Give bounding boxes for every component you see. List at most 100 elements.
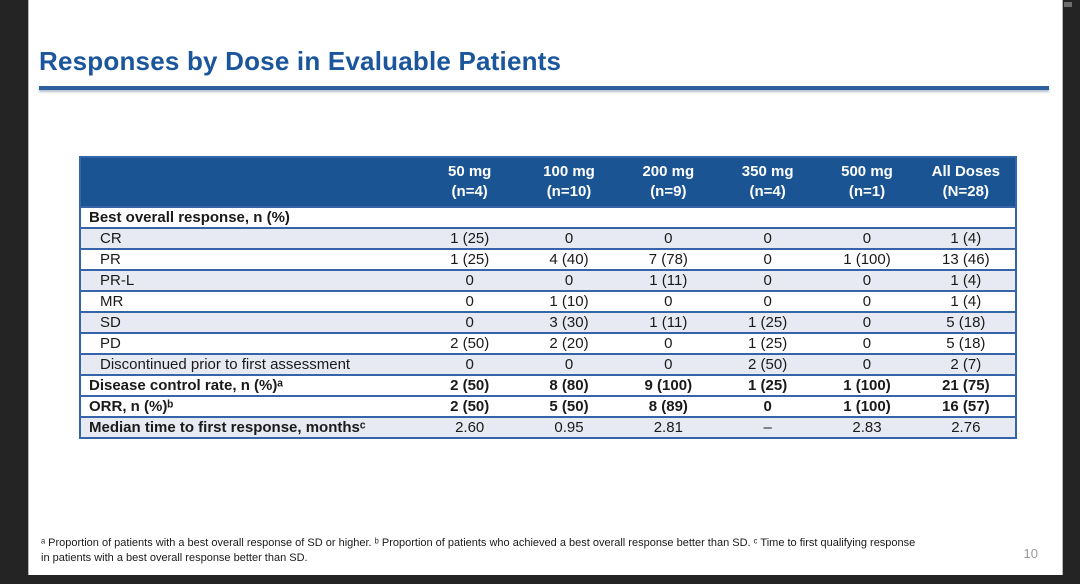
table-cell: 0	[420, 290, 520, 312]
row-label: Discontinued prior to first assessment	[80, 353, 420, 375]
table-row: CR 1 (25) 0 0 0 0 1 (4)	[80, 227, 1016, 249]
table-cell: 0	[618, 290, 718, 312]
table-row: Disease control rate, n (%)ᵃ 2 (50) 8 (80)…	[80, 374, 1016, 396]
viewer-corner-artifact	[1064, 2, 1072, 7]
table-cell: 0.95	[519, 416, 619, 438]
table-cell: 2 (50)	[420, 395, 520, 417]
table-cell: 1 (4)	[916, 290, 1016, 312]
table-cell: 2.60	[420, 416, 520, 438]
table-cell	[420, 206, 520, 228]
dose-table: 50 mg (n=4) 100 mg (n=10) 200 mg (n=9) 350 …	[79, 156, 1017, 439]
row-label: PR	[80, 248, 420, 270]
table-cell: 1 (11)	[618, 311, 718, 333]
column-header: All Doses (N=28)	[916, 157, 1016, 207]
table-cell: 1 (4)	[916, 269, 1016, 291]
table-cell: 1 (25)	[717, 332, 818, 354]
header-row: 50 mg (n=4) 100 mg (n=10) 200 mg (n=9) 350 …	[80, 157, 1016, 207]
table-cell: 1 (4)	[916, 227, 1016, 249]
table-cell: 1 (25)	[420, 248, 520, 270]
responses-table-container: 50 mg (n=4) 100 mg (n=10) 200 mg (n=9) 350 …	[79, 156, 1017, 439]
table-cell: 2 (7)	[916, 353, 1016, 375]
table-cell: 0	[817, 353, 917, 375]
table-cell: 2 (50)	[420, 332, 520, 354]
table-cell: 0	[817, 290, 917, 312]
table-cell: 13 (46)	[916, 248, 1016, 270]
table-row: PD 2 (50) 2 (20) 0 1 (25) 0 5 (18)	[80, 332, 1016, 354]
table-cell: 1 (100)	[817, 395, 917, 417]
table-cell: 0	[717, 227, 818, 249]
table-cell: 5 (18)	[916, 311, 1016, 333]
column-header: 350 mg (n=4)	[717, 157, 818, 207]
table-cell: 16 (57)	[916, 395, 1016, 417]
table-cell: 9 (100)	[618, 374, 718, 396]
row-label: Best overall response, n (%)	[80, 206, 420, 228]
table-cell: 0	[817, 269, 917, 291]
dose-table-header: 50 mg (n=4) 100 mg (n=10) 200 mg (n=9) 350 …	[80, 157, 1016, 207]
row-label: MR	[80, 290, 420, 312]
table-cell: 1 (25)	[717, 374, 818, 396]
table-cell: 2.83	[817, 416, 917, 438]
row-label: Median time to first response, monthsᶜ	[80, 416, 420, 438]
table-cell	[817, 206, 917, 228]
table-cell: 0	[717, 269, 818, 291]
table-cell: 0	[519, 269, 619, 291]
table-cell: 0	[618, 353, 718, 375]
table-cell: –	[717, 416, 818, 438]
slide-page-number: 10	[1023, 546, 1038, 561]
dose-table-body: Best overall response, n (%) CR 1 (25) 0 0 0 0…	[80, 206, 1016, 438]
table-cell: 0	[519, 227, 619, 249]
table-cell: 3 (30)	[519, 311, 619, 333]
table-cell: 1 (10)	[519, 290, 619, 312]
table-cell: 0	[717, 395, 818, 417]
table-cell: 2 (20)	[519, 332, 619, 354]
table-cell: 0	[618, 227, 718, 249]
footnote-text: ᵃ Proportion of patients with a best ove…	[41, 536, 991, 566]
table-cell: 0	[519, 353, 619, 375]
table-cell: 7 (78)	[618, 248, 718, 270]
table-cell: 5 (18)	[916, 332, 1016, 354]
table-cell: 1 (100)	[817, 248, 917, 270]
table-cell: 0	[618, 332, 718, 354]
table-cell: 2.81	[618, 416, 718, 438]
footnote-line-1: ᵃ Proportion of patients with a best ove…	[41, 537, 916, 549]
table-row: Discontinued prior to first assessment 0 0…	[80, 353, 1016, 375]
table-cell: 0	[817, 332, 917, 354]
table-cell: 1 (25)	[420, 227, 520, 249]
table-row: Median time to first response, monthsᶜ 2.…	[80, 416, 1016, 438]
table-cell: 1 (100)	[817, 374, 917, 396]
row-label: Disease control rate, n (%)ᵃ	[80, 374, 420, 396]
table-row: SD 0 3 (30) 1 (11) 1 (25) 0 5 (18)	[80, 311, 1016, 333]
row-label: PD	[80, 332, 420, 354]
row-label: SD	[80, 311, 420, 333]
table-cell: 1 (11)	[618, 269, 718, 291]
table-cell: 0	[717, 290, 818, 312]
table-cell: 0	[817, 311, 917, 333]
column-header: 200 mg (n=9)	[618, 157, 718, 207]
row-label: CR	[80, 227, 420, 249]
table-cell: 2 (50)	[420, 374, 520, 396]
slide-title: Responses by Dose in Evaluable Patients	[39, 46, 562, 76]
column-header: 500 mg (n=1)	[817, 157, 917, 207]
column-header: 50 mg (n=4)	[420, 157, 520, 207]
table-cell: 2 (50)	[717, 353, 818, 375]
table-cell: 1 (25)	[717, 311, 818, 333]
table-row: PR-L 0 0 1 (11) 0 0 1 (4)	[80, 269, 1016, 291]
table-cell: 0	[420, 269, 520, 291]
table-cell: 21 (75)	[916, 374, 1016, 396]
table-cell: 8 (89)	[618, 395, 718, 417]
column-header-empty	[80, 157, 420, 207]
title-divider-rule	[39, 86, 1049, 90]
table-cell: 0	[817, 227, 917, 249]
footnote-line-2: in patients with a best overall response…	[41, 552, 308, 564]
table-cell	[519, 206, 619, 228]
table-row: Best overall response, n (%)	[80, 206, 1016, 228]
table-cell: 0	[717, 248, 818, 270]
row-label: ORR, n (%)ᵇ	[80, 395, 420, 417]
table-cell: 0	[420, 353, 520, 375]
table-row: PR 1 (25) 4 (40) 7 (78) 0 1 (100) 13 (46)	[80, 248, 1016, 270]
row-label: PR-L	[80, 269, 420, 291]
table-cell: 5 (50)	[519, 395, 619, 417]
table-cell	[916, 206, 1016, 228]
table-row: MR 0 1 (10) 0 0 0 1 (4)	[80, 290, 1016, 312]
